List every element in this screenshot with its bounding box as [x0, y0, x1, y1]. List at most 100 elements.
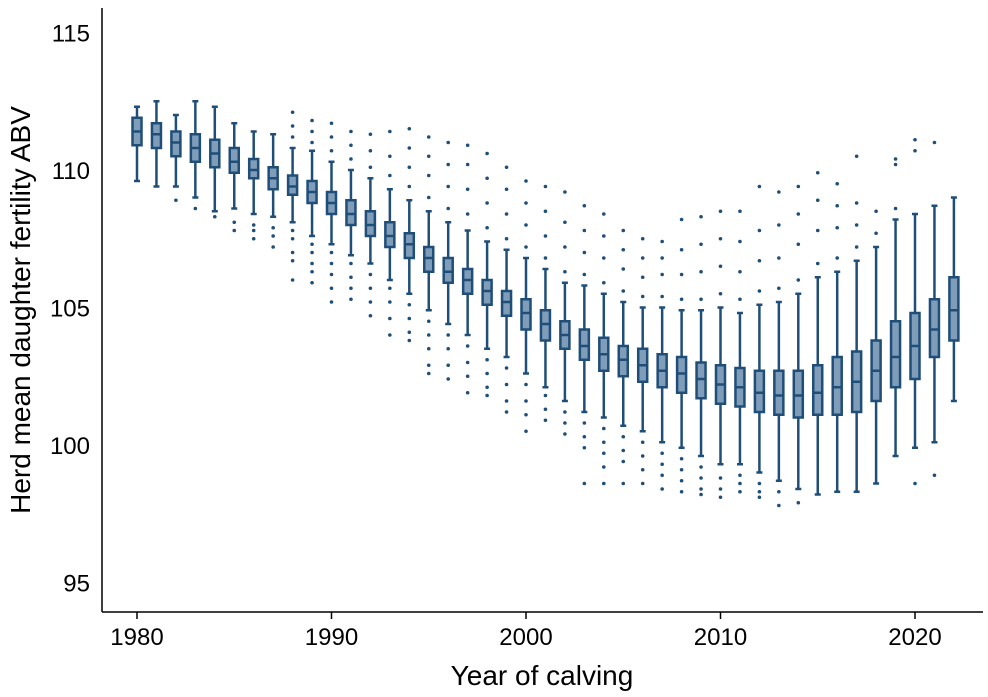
outlier-point	[893, 162, 898, 167]
outlier-point	[310, 261, 314, 266]
outlier-point	[465, 374, 470, 379]
outlier-point	[426, 154, 431, 159]
box-2019	[889, 157, 902, 458]
outlier-point	[932, 473, 937, 478]
outlier-point	[699, 269, 703, 274]
box-1986	[247, 130, 260, 241]
iqr-box	[831, 355, 843, 416]
outlier-point	[640, 454, 645, 458]
outlier-point	[621, 267, 626, 271]
outlier-point	[815, 198, 820, 203]
outlier-point	[757, 289, 762, 293]
outlier-point	[563, 410, 567, 414]
outlier-point	[718, 495, 723, 500]
outlier-point	[543, 393, 548, 398]
iqr-box	[345, 199, 357, 227]
box-1995	[423, 135, 435, 376]
outlier-point	[582, 421, 587, 425]
iqr-box	[695, 361, 707, 400]
outlier-point	[602, 212, 606, 216]
outlier-point	[913, 481, 917, 486]
iqr-box	[170, 130, 182, 158]
iqr-box	[286, 174, 299, 196]
outlier-point	[485, 371, 489, 376]
outlier-point	[718, 264, 723, 269]
outlier-point	[407, 184, 412, 189]
outlier-point	[290, 258, 295, 263]
outlier-point	[815, 228, 820, 233]
outlier-point	[388, 286, 392, 291]
x-axis-title: Year of calving	[451, 660, 634, 691]
box-2003	[578, 203, 591, 486]
outlier-point	[777, 489, 781, 494]
iqr-box	[364, 210, 377, 238]
outlier-point	[524, 201, 528, 205]
box-2008	[675, 217, 688, 494]
outlier-point	[426, 371, 431, 376]
outlier-point	[368, 132, 373, 137]
iqr-box	[948, 276, 960, 342]
outlier-point	[640, 294, 645, 299]
outlier-point	[777, 223, 781, 227]
outlier-point	[738, 239, 742, 244]
outlier-point	[640, 236, 645, 241]
outlier-point	[407, 165, 412, 170]
outlier-point	[699, 492, 703, 497]
box-1990	[325, 121, 338, 304]
outlier-point	[563, 190, 567, 194]
outlier-point	[699, 214, 703, 219]
box-2006	[636, 236, 649, 486]
outlier-point	[621, 247, 626, 252]
outlier-point	[310, 140, 314, 145]
iqr-box	[753, 369, 766, 414]
outlier-point	[290, 110, 295, 115]
box-2004	[598, 212, 610, 486]
outlier-point	[543, 418, 548, 423]
box-1997	[461, 143, 474, 395]
outlier-point	[679, 489, 684, 494]
box-2005	[617, 228, 629, 486]
outlier-point	[621, 289, 626, 293]
outlier-point	[854, 223, 859, 227]
outlier-point	[329, 286, 334, 291]
iqr-box	[247, 157, 260, 180]
outlier-point	[815, 170, 820, 175]
outlier-point	[349, 143, 353, 148]
box-2017	[850, 154, 863, 493]
box-1992	[364, 132, 377, 318]
iqr-box	[578, 328, 591, 361]
iqr-box	[812, 364, 824, 416]
outlier-point	[388, 129, 392, 134]
outlier-point	[738, 209, 742, 214]
outlier-point	[329, 121, 334, 126]
outlier-point	[815, 261, 820, 266]
y-axis-title: Herd mean daughter fertility ABV	[5, 106, 36, 514]
outlier-point	[465, 162, 470, 167]
box-1984	[209, 105, 221, 219]
outlier-point	[174, 198, 178, 203]
outlier-point	[582, 272, 587, 277]
outlier-point	[388, 154, 392, 159]
outlier-point	[718, 209, 723, 214]
outlier-point	[660, 294, 664, 299]
box-2018	[870, 209, 882, 485]
outlier-point	[504, 187, 509, 192]
outlier-point	[679, 247, 684, 252]
outlier-point	[699, 487, 703, 491]
outlier-point	[835, 203, 839, 208]
outlier-point	[621, 481, 626, 486]
outlier-point	[543, 209, 548, 214]
iqr-box	[675, 355, 688, 394]
outlier-point	[563, 220, 567, 225]
outlier-point	[329, 250, 334, 255]
outlier-point	[465, 360, 470, 365]
box-2001	[539, 184, 552, 423]
outlier-point	[660, 487, 664, 491]
outlier-point	[349, 157, 353, 161]
outlier-point	[426, 319, 431, 324]
outlier-point	[699, 242, 703, 247]
x-tick-label: 2020	[888, 624, 941, 651]
outlier-point	[349, 129, 353, 134]
outlier-point	[485, 357, 489, 362]
outlier-point	[582, 445, 587, 450]
